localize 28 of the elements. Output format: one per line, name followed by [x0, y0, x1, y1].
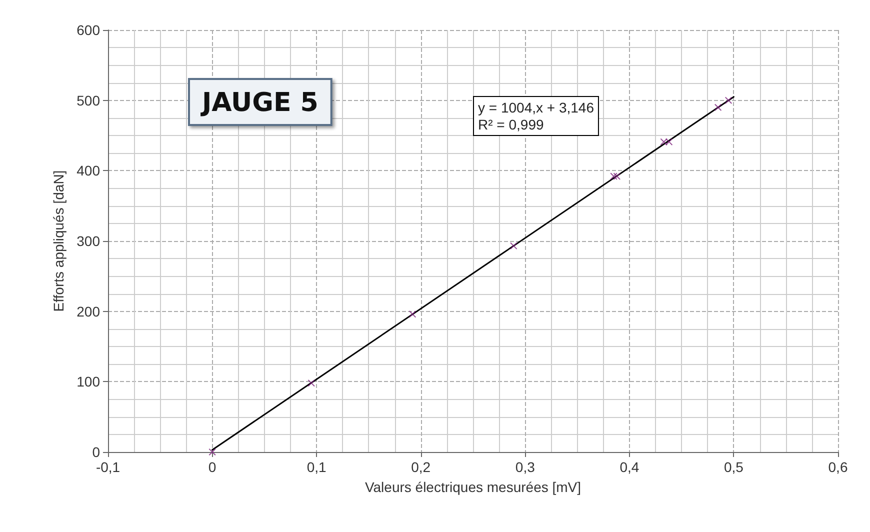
- x-tick-label: 0,3: [515, 459, 536, 475]
- point: [666, 138, 673, 146]
- x-tick-label: 0,4: [620, 459, 640, 475]
- y-tick-label: 200: [76, 303, 100, 320]
- point: [725, 96, 732, 104]
- x-axis-title: Valeurs électriques mesurées [mV]: [364, 479, 582, 495]
- x-tick-label: 0: [208, 459, 216, 475]
- y-axis-title: Efforts appliqués [daN]: [50, 170, 67, 312]
- y-tick-label: 100: [76, 374, 100, 390]
- x-tick-label: 0,2: [411, 459, 431, 475]
- x-tick-label: 0,5: [724, 459, 744, 475]
- point: [660, 138, 668, 146]
- y-tick-label: 500: [76, 92, 100, 108]
- x-tick-label: 0,1: [306, 459, 327, 475]
- point: [714, 104, 722, 111]
- y-tick-label: 0: [92, 444, 100, 460]
- point: [409, 310, 416, 318]
- annotation: y = 1004,x + 3,146 R² = 0,999: [478, 100, 594, 132]
- x-tick-label: -0,1: [96, 459, 120, 475]
- annotation: JAUGE 5: [200, 88, 318, 118]
- y-tick-label: 600: [76, 22, 100, 38]
- point: [610, 172, 618, 180]
- point: [510, 242, 518, 250]
- point: [613, 172, 620, 180]
- point: [308, 380, 315, 387]
- y-tick-label: 400: [76, 162, 100, 179]
- x-tick-label: 0,6: [828, 459, 848, 475]
- y-tick-label: 300: [76, 233, 100, 249]
